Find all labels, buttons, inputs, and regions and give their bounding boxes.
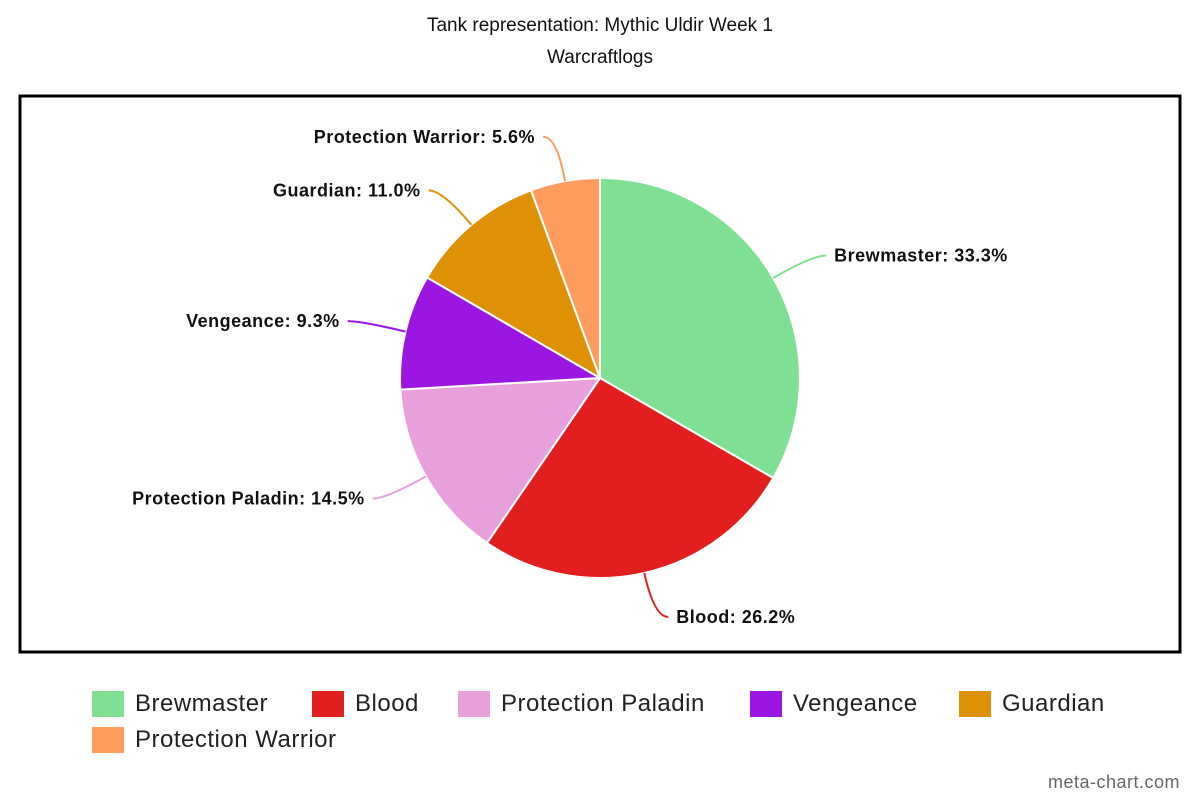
legend-swatch-brewmaster — [92, 691, 124, 717]
legend-item-guardian[interactable]: Guardian — [959, 686, 1105, 722]
slice-label-protection-paladin: Protection Paladin: 14.5% — [132, 488, 365, 508]
legend-label-brewmaster: Brewmaster — [135, 690, 269, 717]
legend-label-protection-paladin: Protection Paladin — [501, 690, 705, 717]
legend-item-brewmaster[interactable]: Brewmaster — [92, 686, 268, 722]
legend-label-vengeance: Vengeance — [793, 690, 918, 717]
leader-line-blood — [643, 572, 669, 618]
legend-swatch-blood — [312, 691, 344, 717]
slice-label-protection-warrior: Protection Warrior: 5.6% — [314, 127, 535, 147]
leader-line-brewmaster — [772, 254, 827, 279]
leader-line-protection-paladin — [372, 475, 427, 500]
chart-subtitle: Warcraftlogs — [547, 47, 653, 68]
legend-item-vengeance[interactable]: Vengeance — [750, 686, 918, 722]
plot-frame — [18, 94, 1182, 654]
pie-slice-guardian[interactable] — [425, 188, 602, 381]
pie-chart: Brewmaster: 33.3% Blood: 26.2% Protection … — [18, 94, 1182, 654]
legend-item-blood[interactable]: Blood — [312, 686, 419, 722]
legend-item-protection-warrior[interactable]: Protection Warrior — [92, 722, 337, 758]
slice-label-brewmaster: Brewmaster: 33.3% — [834, 246, 1008, 266]
legend-swatch-protection-paladin — [458, 691, 490, 717]
pie-slice-protection-warrior[interactable] — [529, 176, 601, 379]
legend-item-protection-paladin[interactable]: Protection Paladin — [458, 686, 705, 722]
leader-line-protection-warrior — [542, 135, 566, 182]
slice-label-guardian: Guardian: 11.0% — [273, 180, 421, 200]
leader-line-vengeance — [347, 320, 406, 333]
leader-line-guardian — [428, 189, 473, 226]
chart-title: Tank representation: Mythic Uldir Week 1 — [426, 15, 774, 36]
slice-label-blood: Blood: 26.2% — [676, 607, 795, 627]
legend-label-blood: Blood — [355, 690, 419, 717]
legend-label-guardian: Guardian — [1002, 690, 1105, 717]
pie-slice-brewmaster[interactable] — [599, 176, 801, 480]
legend-swatch-vengeance — [750, 691, 782, 717]
pie-slice-blood[interactable] — [485, 376, 775, 579]
legend-label-protection-warrior: Protection Warrior — [135, 726, 337, 753]
slice-label-vengeance: Vengeance: 9.3% — [186, 311, 340, 331]
legend-swatch-protection-warrior — [92, 727, 124, 753]
legend-swatch-guardian — [959, 691, 991, 717]
credit-text: meta-chart.com — [1047, 772, 1180, 792]
